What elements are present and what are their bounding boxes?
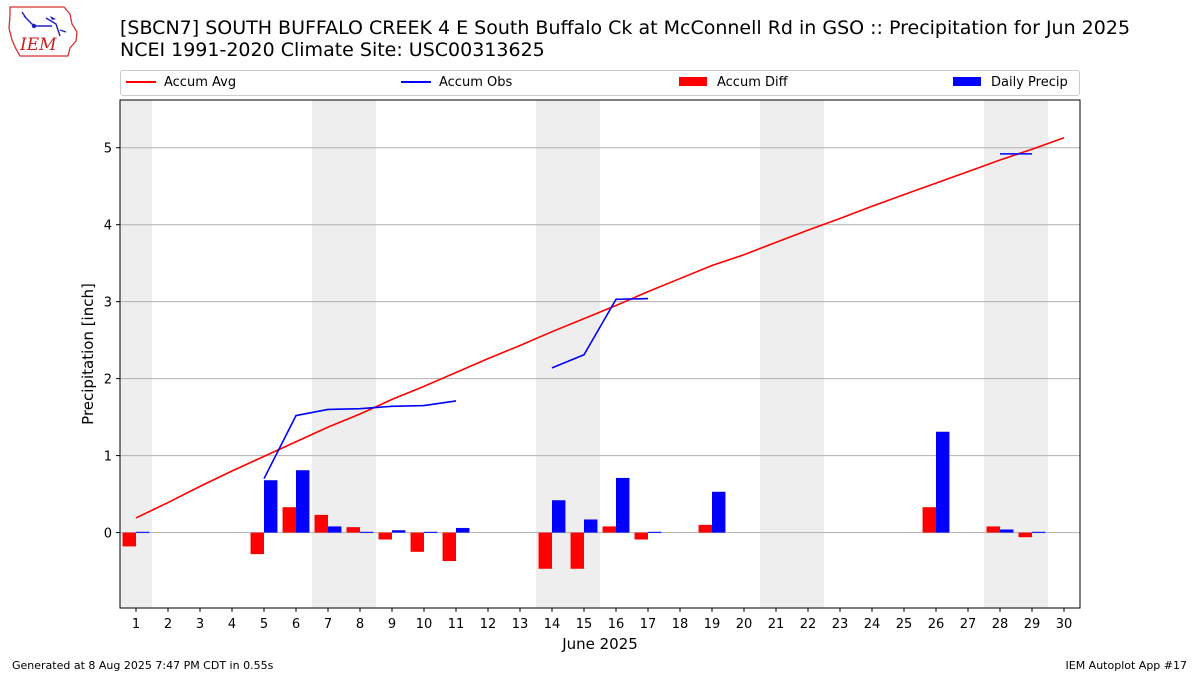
x-tick-label-19: 19	[704, 617, 721, 632]
x-tick-label-8: 8	[356, 617, 364, 632]
x-tick-label-20: 20	[736, 617, 753, 632]
accum-diff-bar-day-1	[122, 532, 136, 547]
accum-diff-bar-day-16	[602, 526, 616, 533]
x-tick-label-14: 14	[544, 617, 561, 632]
x-tick-label-24: 24	[864, 617, 881, 632]
accum-diff-bar-day-8	[346, 527, 360, 533]
x-tick-label-11: 11	[448, 617, 465, 632]
daily-precip-bar-day-11	[456, 527, 470, 533]
daily-precip-bar-day-8	[360, 531, 374, 533]
x-tick-label-13: 13	[512, 617, 529, 632]
x-tick-label-27: 27	[960, 617, 977, 632]
x-tick-label-21: 21	[768, 617, 785, 632]
legend-accum-obs: Accum Obs	[401, 74, 512, 92]
x-tick-label-26: 26	[928, 617, 945, 632]
accum-avg-line-segment-1	[135, 136, 1065, 519]
x-tick-label-6: 6	[292, 617, 300, 632]
accum-diff-bar-day-10	[410, 532, 424, 552]
x-tick-label-3: 3	[196, 617, 204, 632]
x-axis-label: June 2025	[561, 635, 638, 653]
x-tick-label-15: 15	[576, 617, 593, 632]
x-tick-label-28: 28	[992, 617, 1009, 632]
y-tick-label-2: 2	[104, 373, 112, 388]
x-tick-label-1: 1	[132, 617, 140, 632]
title-line-2: NCEI 1991-2020 Climate Site: USC00313625	[120, 39, 545, 61]
y-tick-label-4: 4	[104, 219, 112, 234]
legend-accum-obs-swatch	[401, 80, 431, 83]
iem-logo: IEM	[6, 4, 84, 64]
daily-precip-bar-day-15	[584, 519, 598, 533]
chart-legend: Accum Avg Accum Obs Accum Diff Daily Pre…	[120, 70, 1080, 96]
legend-accum-avg-swatch	[126, 80, 156, 83]
svg-text:IEM: IEM	[19, 35, 57, 55]
x-tick-label-7: 7	[324, 617, 332, 632]
accum-diff-bar-day-19	[698, 524, 712, 533]
legend-daily-precip: Daily Precip	[953, 74, 1068, 92]
legend-accum-diff-label: Accum Diff	[717, 75, 788, 90]
x-tick-label-2: 2	[164, 617, 172, 632]
accum-diff-bar-day-17	[634, 532, 648, 540]
legend-daily-precip-label: Daily Precip	[991, 75, 1068, 90]
y-tick-label-0: 0	[104, 527, 112, 542]
daily-precip-bar-day-7	[328, 526, 342, 533]
x-tick-label-12: 12	[480, 617, 497, 632]
daily-precip-bar-day-14	[552, 500, 566, 533]
accum-diff-bar-day-9	[378, 532, 392, 540]
weekend-shade-4	[760, 100, 824, 608]
daily-precip-bar-day-1	[136, 531, 150, 533]
accum-diff-bar-day-5	[250, 532, 264, 555]
legend-accum-avg: Accum Avg	[126, 74, 236, 92]
x-tick-label-5: 5	[260, 617, 268, 632]
daily-precip-bar-day-19	[712, 491, 726, 533]
accum-diff-bar-day-11	[442, 532, 456, 562]
daily-precip-bar-day-17	[648, 531, 662, 533]
app-label: IEM Autoplot App #17	[1065, 659, 1188, 672]
weekend-shade-5	[984, 100, 1048, 608]
generated-note: Generated at 8 Aug 2025 7:47 PM CDT in 0…	[12, 659, 274, 672]
daily-precip-bar-day-26	[936, 431, 950, 533]
y-tick-label-3: 3	[104, 296, 112, 311]
y-tick-label-1: 1	[104, 450, 112, 465]
x-tick-label-23: 23	[832, 617, 849, 632]
legend-daily-precip-swatch	[953, 77, 981, 86]
daily-precip-bar-day-5	[264, 480, 278, 533]
title-line-1: [SBCN7] SOUTH BUFFALO CREEK 4 E South Bu…	[120, 17, 1131, 39]
x-tick-label-16: 16	[608, 617, 625, 632]
weekend-shade-1	[120, 100, 152, 608]
x-tick-label-9: 9	[388, 617, 396, 632]
chart-title: [SBCN7] SOUTH BUFFALO CREEK 4 E South Bu…	[120, 17, 1130, 61]
accum-diff-bar-day-6	[282, 507, 296, 533]
accum-obs-line-segment-2	[551, 297, 649, 369]
accum-diff-bar-day-14	[538, 532, 552, 569]
accum-diff-bar-day-26	[922, 507, 936, 533]
legend-accum-obs-label: Accum Obs	[439, 75, 513, 90]
legend-accum-diff-swatch	[679, 77, 707, 86]
x-tick-label-10: 10	[416, 617, 433, 632]
accum-diff-bar-day-7	[314, 514, 328, 533]
daily-precip-bar-day-29	[1032, 531, 1046, 533]
daily-precip-bar-day-28	[1000, 529, 1014, 533]
x-tick-label-22: 22	[800, 617, 817, 632]
y-axis-label: Precipitation [inch]	[79, 283, 97, 425]
y-tick-label-5: 5	[104, 142, 112, 157]
plot-frame	[119, 99, 1081, 609]
daily-precip-bar-day-6	[296, 470, 310, 533]
legend-accum-avg-label: Accum Avg	[164, 75, 237, 90]
x-tick-label-30: 30	[1056, 617, 1073, 632]
accum-diff-bar-day-15	[570, 532, 584, 569]
x-tick-label-17: 17	[640, 617, 657, 632]
daily-precip-bar-day-10	[424, 531, 438, 533]
accum-obs-line-segment-1	[263, 400, 457, 480]
accum-diff-bar-day-29	[1018, 532, 1032, 538]
x-tick-label-29: 29	[1024, 617, 1041, 632]
x-tick-label-4: 4	[228, 617, 236, 632]
daily-precip-bar-day-9	[392, 530, 406, 533]
x-tick-label-25: 25	[896, 617, 913, 632]
legend-accum-diff: Accum Diff	[679, 74, 788, 92]
accum-diff-bar-day-28	[986, 526, 1000, 533]
x-tick-label-18: 18	[672, 617, 689, 632]
daily-precip-bar-day-16	[616, 477, 630, 533]
